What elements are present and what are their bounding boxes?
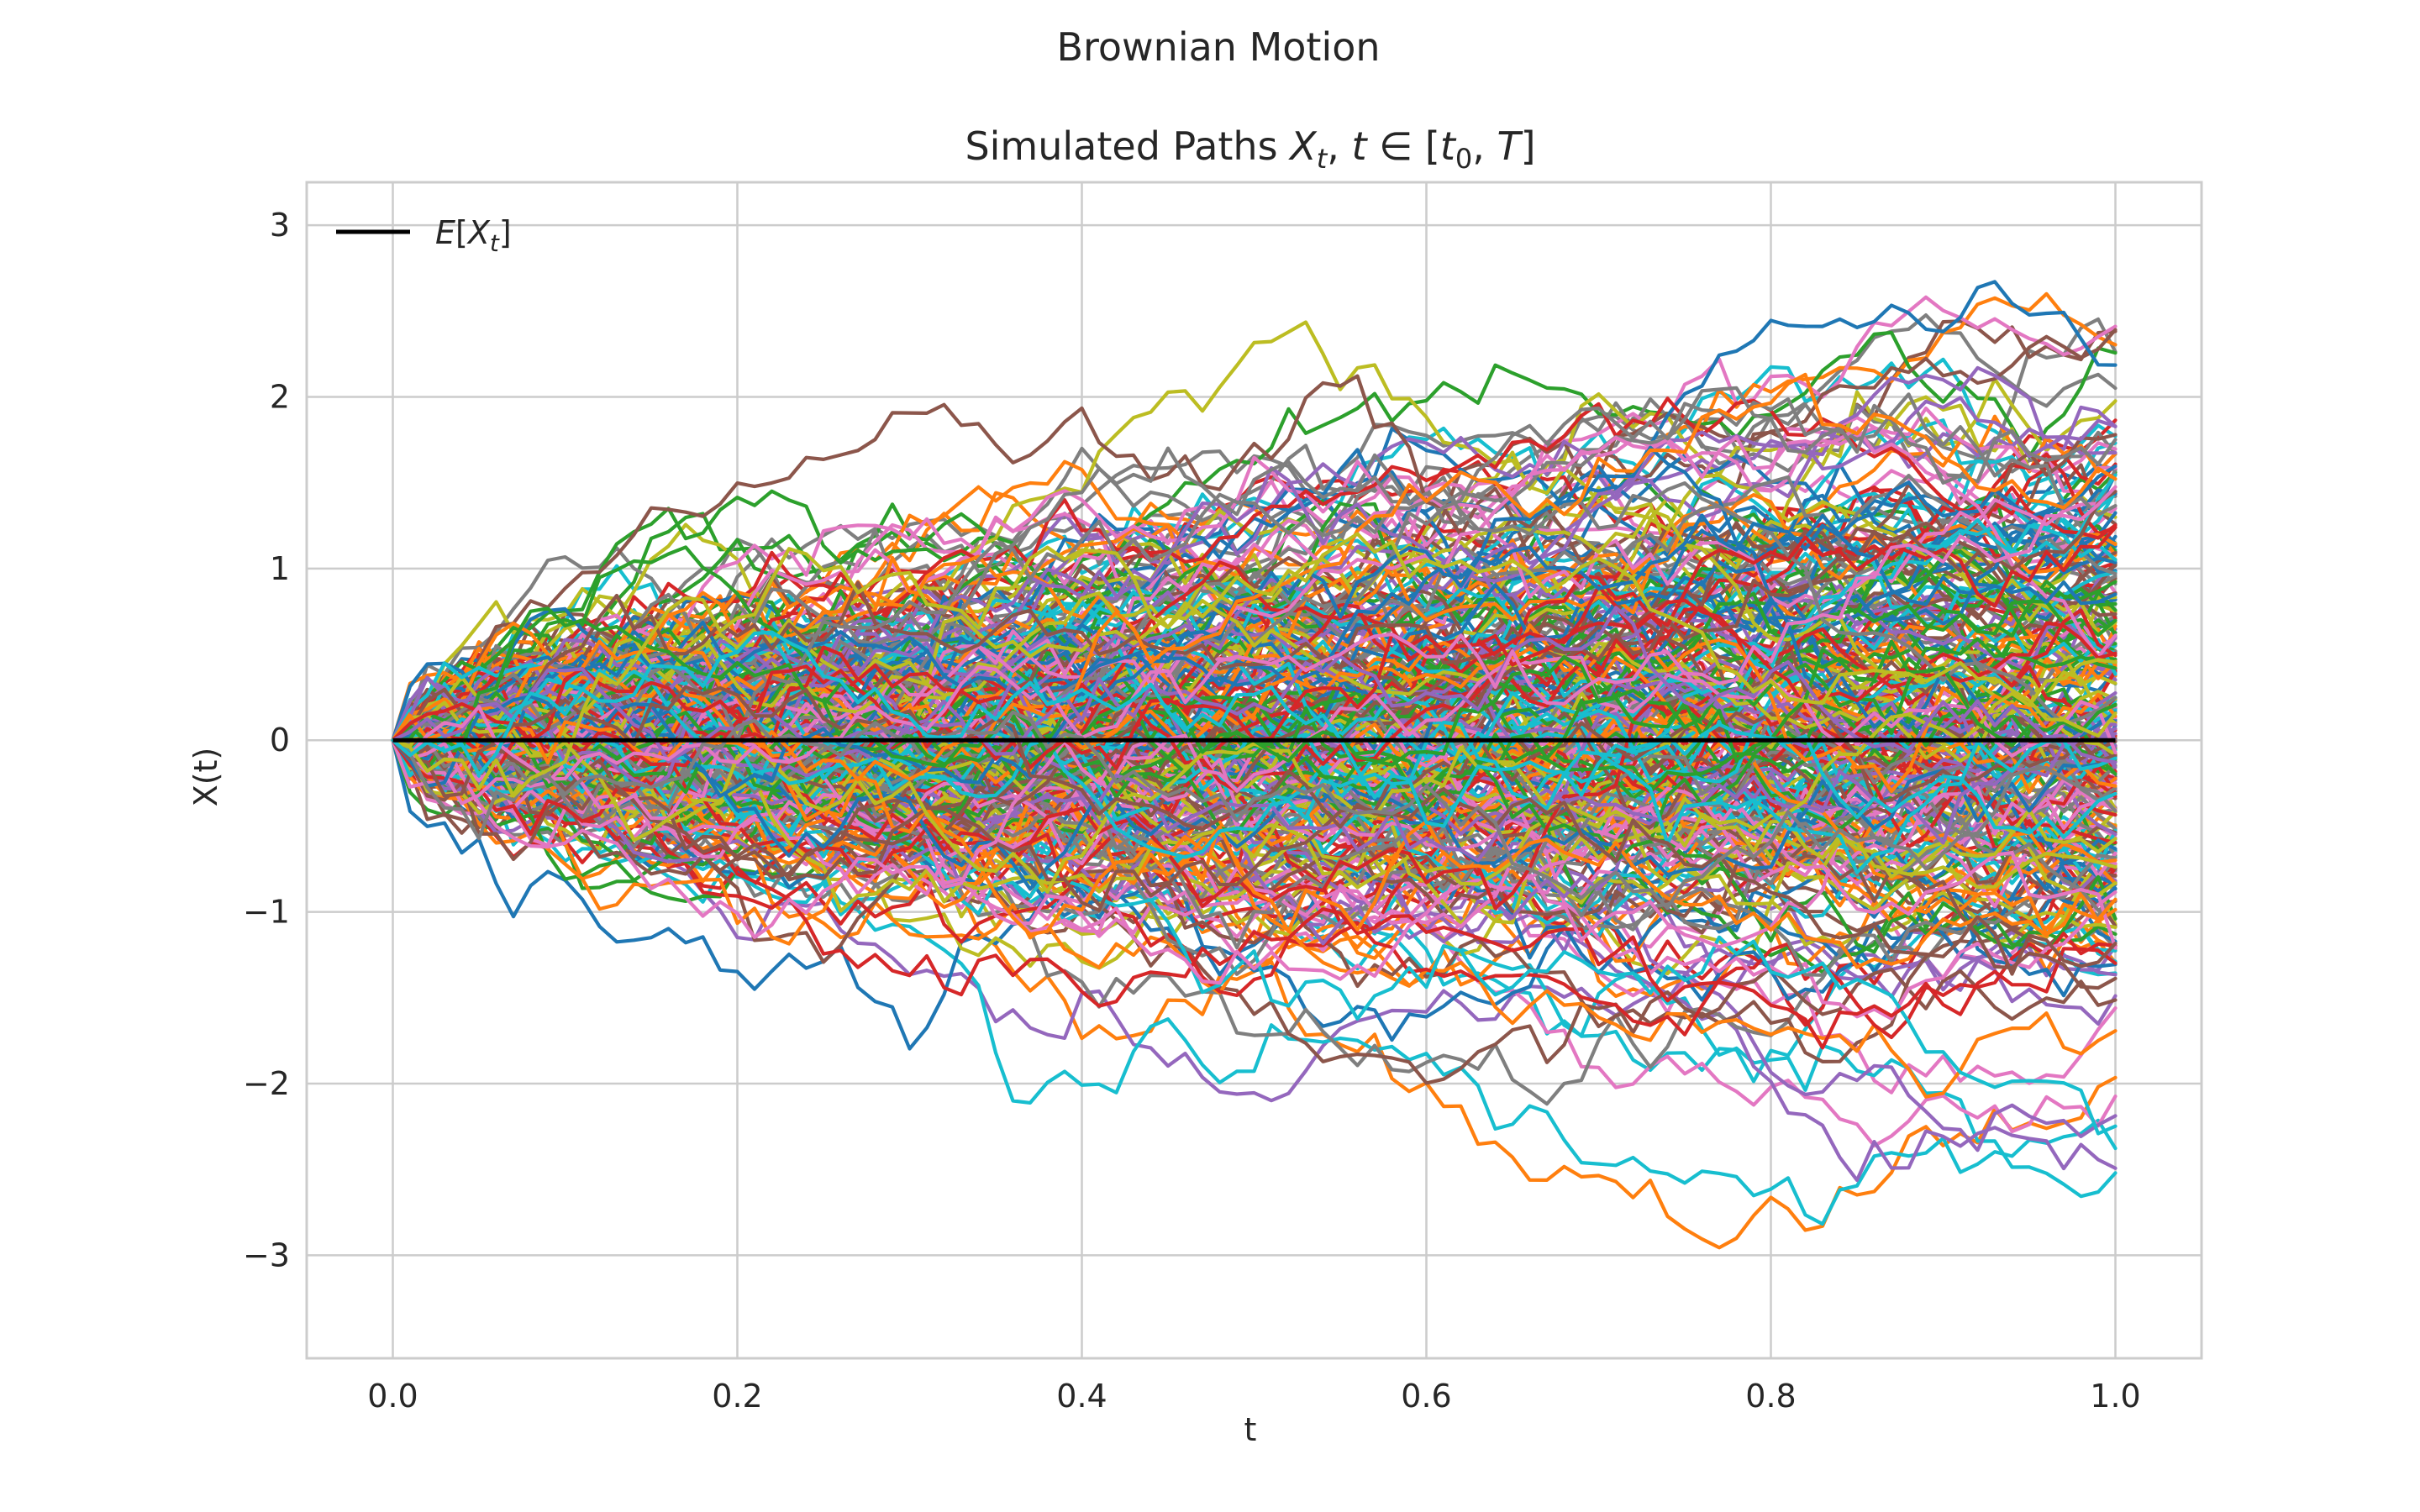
simulated-path-line — [391, 517, 2118, 822]
simulated-path-line — [391, 414, 2118, 769]
y-tick-label: 2 — [270, 378, 290, 415]
simulated-path-line — [391, 598, 2118, 763]
y-tick-label: −1 — [243, 894, 290, 931]
x-tick-label: 0.4 — [1056, 1378, 1107, 1415]
simulated-path-line — [391, 480, 2118, 743]
x-tick-label: 0.0 — [367, 1378, 418, 1415]
simulated-paths — [391, 280, 2118, 1250]
simulated-path-line — [391, 638, 2118, 794]
simulated-path-line — [391, 676, 2118, 969]
simulated-path-line — [391, 729, 2118, 946]
figure-suptitle: Brownian Motion — [1056, 24, 1380, 70]
simulated-path-line — [391, 672, 2118, 812]
simulated-path-line — [391, 630, 2118, 839]
simulated-path-line — [391, 532, 2118, 798]
x-tick-labels: 0.0 0.2 0.4 0.6 0.8 1.0 — [367, 1378, 2140, 1415]
simulated-path-line — [391, 623, 2118, 798]
y-tick-label: 1 — [270, 550, 290, 587]
y-tick-label: 0 — [270, 722, 290, 759]
legend: E[Xt] — [336, 214, 512, 257]
plot-axes: 0.0 0.2 0.4 0.6 0.8 1.0 3 2 1 0 −1 −2 −3 — [243, 181, 2203, 1415]
simulated-path-line — [391, 469, 2118, 771]
y-tick-label: −3 — [243, 1236, 290, 1273]
y-tick-label: 3 — [270, 207, 290, 244]
x-axis-label: t — [1244, 1411, 1257, 1448]
simulated-path-line — [391, 658, 2118, 894]
simulated-path-line — [391, 717, 2118, 1050]
y-axis-label: X(t) — [187, 748, 224, 807]
x-tick-label: 0.8 — [1745, 1378, 1796, 1415]
simulated-path-line — [391, 685, 2118, 976]
simulated-path-line — [391, 655, 2118, 939]
simulated-path-line — [391, 668, 2118, 874]
simulated-path-line — [391, 445, 2118, 750]
simulated-path-line — [391, 426, 2118, 821]
y-tick-labels: 3 2 1 0 −1 −2 −3 — [243, 207, 290, 1273]
simulated-path-line — [391, 606, 2118, 764]
y-tick-label: −2 — [243, 1065, 290, 1102]
axes-frame — [305, 181, 2203, 1360]
simulated-path-line — [391, 637, 2118, 805]
simulated-path-line — [391, 490, 2118, 743]
simulated-path-line — [391, 372, 2118, 782]
axes-title: Simulated Paths Xt, t ∈ [t0, T] — [965, 123, 1535, 175]
x-tick-label: 0.2 — [712, 1378, 762, 1415]
simulated-path-line — [391, 508, 2118, 757]
x-tick-label: 1.0 — [2090, 1378, 2140, 1415]
simulated-path-line — [391, 710, 2118, 911]
simulated-path-line — [391, 485, 2118, 781]
x-tick-label: 0.6 — [1401, 1378, 1451, 1415]
simulated-path-line — [391, 555, 2118, 864]
legend-label-mean: E[Xt] — [435, 214, 512, 257]
simulated-path-line — [391, 374, 2118, 743]
simulated-path-line — [391, 492, 2118, 748]
